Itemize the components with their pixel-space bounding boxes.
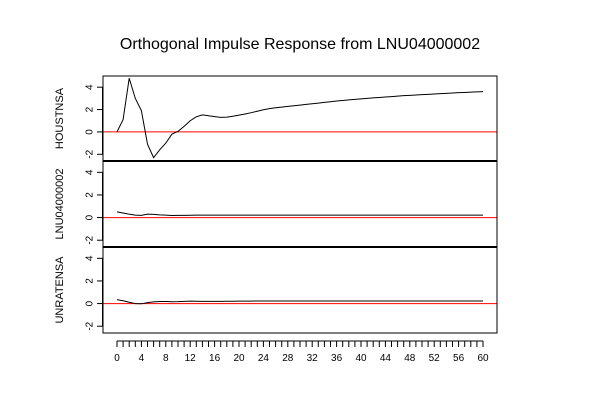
- x-axis: 0 4 8 12 16 20 24 28 32 36 40 44 48 52 56 60: [114, 340, 489, 364]
- panel-frame-3: [102, 246, 498, 334]
- panel-1: -2 0 2 4 HOUSTNSA: [54, 75, 498, 162]
- panel-frame-1: [102, 75, 498, 162]
- x-tick-label-9: 36: [331, 353, 343, 364]
- y-tick-label-1-0: -2: [85, 149, 96, 158]
- panel-2: -2 0 2 4 LNU04000002: [54, 160, 498, 248]
- panels-group: -2 0 2 4 HOUSTNSA -2 0 2 4 LNU04000002 -2 0 2 4 UNRATE…: [54, 75, 498, 334]
- x-tick-label-7: 28: [282, 353, 294, 364]
- x-tick-label-2: 8: [163, 353, 169, 364]
- x-tick-label-4: 16: [209, 353, 221, 364]
- x-tick-label-10: 40: [355, 353, 367, 364]
- y-tick-label-3-2: 2: [85, 278, 96, 284]
- y-tick-label-3-0: -2: [85, 321, 96, 330]
- y-tick-label-1-2: 2: [85, 106, 96, 112]
- series-line-2: [116, 211, 483, 217]
- x-tick-label-15: 60: [477, 353, 489, 364]
- panel-frame-2: [102, 160, 498, 248]
- y-tick-label-2-1: 0: [85, 214, 96, 220]
- y-tick-label-3-3: 4: [85, 255, 96, 261]
- y-axis-label-3: UNRATENSA: [54, 256, 66, 324]
- x-tick-label-0: 0: [114, 353, 120, 364]
- x-tick-label-5: 20: [233, 353, 245, 364]
- y-axis-label-1: HOUSTNSA: [54, 87, 66, 149]
- x-tick-label-3: 12: [185, 353, 197, 364]
- y-tick-label-1-3: 4: [85, 84, 96, 90]
- x-tick-label-1: 4: [139, 353, 145, 364]
- y-axis-label-2: LNU04000002: [54, 169, 66, 240]
- x-tick-label-12: 48: [404, 353, 416, 364]
- x-tick-label-14: 56: [453, 353, 465, 364]
- chart-title: Orthogonal Impulse Response from LNU0400…: [120, 36, 480, 53]
- panel-3: -2 0 2 4 UNRATENSA: [54, 246, 498, 334]
- x-tick-label-11: 44: [380, 353, 392, 364]
- x-tick-label-13: 52: [429, 353, 441, 364]
- x-tick-label-6: 24: [258, 353, 270, 364]
- series-line-3: [116, 299, 483, 305]
- y-tick-label-1-1: 0: [85, 129, 96, 135]
- y-tick-label-2-2: 2: [85, 192, 96, 198]
- y-tick-label-2-0: -2: [85, 235, 96, 244]
- x-tick-label-8: 32: [307, 353, 319, 364]
- y-tick-label-3-1: 0: [85, 300, 96, 306]
- y-tick-label-2-3: 4: [85, 169, 96, 175]
- series-line-1: [116, 78, 484, 159]
